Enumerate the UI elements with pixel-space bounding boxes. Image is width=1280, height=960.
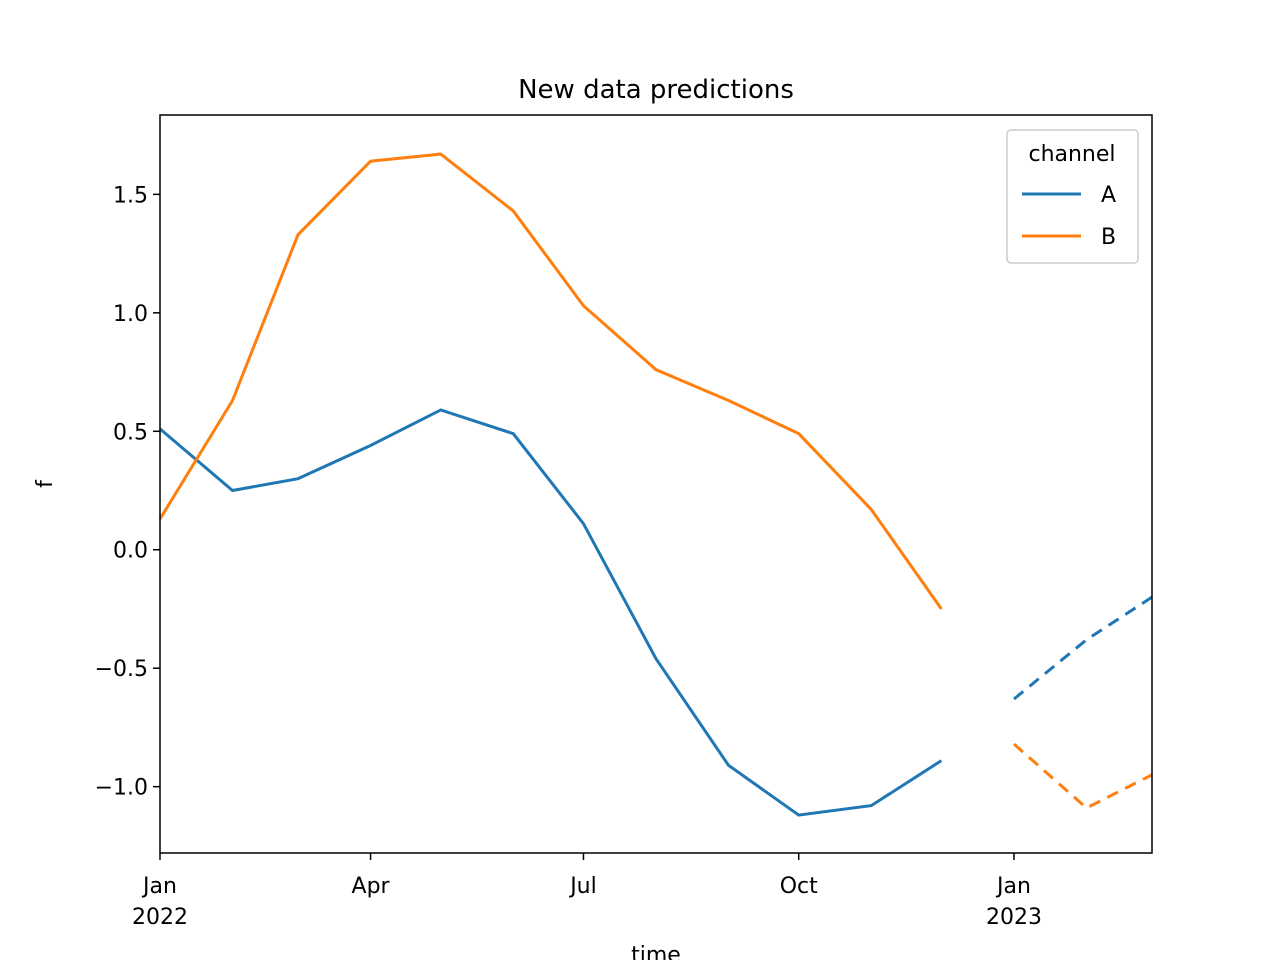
y-tick-label: 1.0	[113, 302, 148, 327]
x-axis-label: time	[631, 943, 681, 960]
x-tick-label: Apr	[352, 874, 391, 899]
legend-label: A	[1101, 183, 1116, 208]
x-tick-label: Jan 2022	[132, 874, 188, 930]
y-axis-label: f	[33, 479, 58, 488]
legend-label: B	[1101, 225, 1116, 250]
series-line	[158, 152, 943, 610]
x-tick-label: Jan 2023	[986, 874, 1042, 930]
y-tick-label: 0.0	[113, 539, 148, 564]
y-tick-label: 0.5	[113, 420, 148, 445]
chart-title: New data predictions	[518, 75, 794, 105]
y-tick-label: −1.0	[95, 776, 148, 801]
y-tick-label: −0.5	[95, 657, 148, 682]
series-line	[159, 408, 943, 817]
legend-box	[1006, 129, 1139, 264]
y-tick-label: 1.5	[113, 183, 148, 208]
forecast-line	[1013, 595, 1153, 701]
legend: channel AB	[1006, 129, 1139, 264]
forecast-line	[1012, 742, 1153, 810]
x-tick-label: Jul	[568, 874, 597, 899]
x-tick-label: Oct	[780, 874, 818, 899]
legend-title: channel	[1028, 142, 1115, 167]
plot-frame	[159, 114, 1153, 854]
